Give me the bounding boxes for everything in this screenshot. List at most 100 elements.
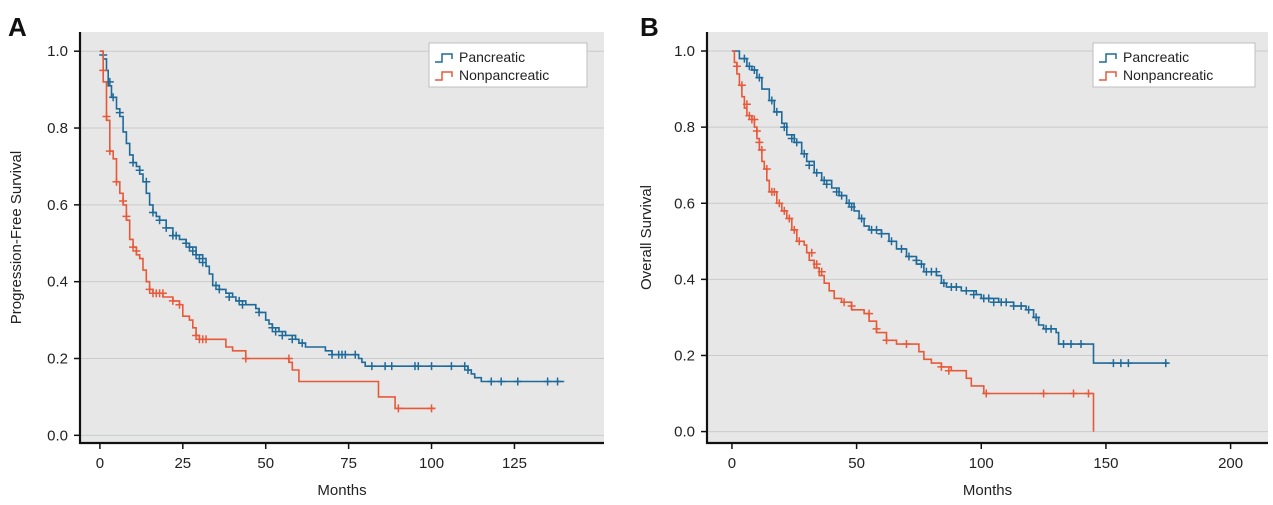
censor-mark — [812, 168, 821, 177]
censor-mark — [877, 229, 886, 238]
censor-mark — [865, 309, 874, 318]
panel-a: 0.0 0.2 0.4 0.6 0.8 1.0 0 25 50 75 100 125 Months Pro… — [8, 12, 604, 499]
censor-mark — [238, 300, 247, 309]
censor-mark — [1109, 359, 1118, 368]
censor-mark — [1059, 340, 1068, 349]
censor-mark — [288, 335, 297, 344]
censor-mark — [175, 300, 184, 309]
censor-mark — [129, 158, 138, 167]
legend-label: Pancreatic — [459, 49, 525, 65]
censor-mark — [752, 126, 761, 135]
censor-mark — [750, 115, 759, 124]
y-tick-label: 0.4 — [674, 271, 695, 288]
y-tick-label: 1.0 — [674, 43, 695, 60]
legend-swatch-pancreatic — [435, 53, 453, 63]
plot-background — [80, 32, 604, 443]
panel-b: 0.0 0.2 0.4 0.6 0.8 1.0 0 50 100 150 200 Months Over… — [638, 12, 1268, 499]
censor-mark — [982, 389, 991, 398]
censor-mark — [155, 216, 164, 225]
censor-mark — [805, 161, 814, 170]
censor-mark — [939, 279, 948, 288]
legend-swatch-nonpancreatic — [435, 71, 453, 81]
censor-mark — [142, 177, 151, 186]
x-tick-label: 100 — [969, 455, 994, 472]
censor-mark — [271, 327, 280, 336]
censor-mark — [745, 62, 754, 71]
censor-mark — [767, 96, 776, 105]
censor-mark — [822, 180, 831, 189]
censor-mark — [1047, 324, 1056, 333]
censor-mark — [148, 208, 157, 217]
legend-label: Nonpancreatic — [1123, 67, 1213, 83]
censor-mark — [770, 187, 779, 196]
censor-mark — [902, 340, 911, 349]
censor-mark — [553, 377, 562, 386]
censor-mark — [497, 377, 506, 386]
censor-mark — [937, 362, 946, 371]
censor-mark — [740, 54, 749, 63]
censor-mark — [543, 377, 552, 386]
censor-mark — [1017, 302, 1026, 310]
censor-mark — [1069, 389, 1078, 398]
censor-mark — [932, 267, 941, 276]
censor-mark — [1124, 359, 1133, 368]
censor-mark — [284, 354, 293, 363]
censor-mark — [198, 258, 207, 267]
plot-background — [707, 32, 1268, 443]
x-tick-label: 75 — [340, 455, 357, 472]
censor-mark — [847, 302, 856, 310]
censor-mark — [464, 366, 473, 375]
censor-mark — [298, 339, 307, 348]
censor-mark — [962, 286, 971, 295]
y-tick-label: 0.0 — [47, 427, 68, 444]
y-axis-title: Progression-Free Survival — [8, 151, 25, 324]
censor-mark — [487, 377, 496, 386]
legend-swatch-nonpancreatic — [1099, 71, 1117, 81]
x-axis-title: Months — [963, 482, 1012, 499]
y-tick-label: 0.6 — [674, 195, 695, 212]
censor-mark — [832, 187, 841, 196]
censor-mark — [122, 212, 131, 221]
censor-mark — [904, 252, 913, 261]
censor-mark — [969, 290, 978, 299]
censor-mark — [1084, 389, 1093, 398]
censor-mark — [857, 214, 866, 223]
censor-mark — [847, 203, 856, 212]
censor-mark — [837, 191, 846, 200]
censor-mark — [387, 362, 396, 371]
censor-mark — [840, 298, 849, 307]
censor-mark — [105, 147, 114, 156]
x-tick-label: 50 — [257, 455, 274, 472]
censor-mark — [1024, 305, 1033, 314]
panel-letter: B — [640, 12, 659, 42]
censor-mark — [447, 362, 456, 371]
x-tick-label: 25 — [174, 455, 191, 472]
censor-mark — [750, 66, 759, 75]
censor-mark — [414, 362, 423, 371]
censor-mark — [984, 294, 993, 303]
x-tick-label: 0 — [96, 455, 104, 472]
y-tick-label: 0.8 — [674, 119, 695, 136]
censor-mark — [1067, 340, 1076, 349]
censor-mark — [780, 206, 789, 215]
x-axis-title: Months — [317, 482, 366, 499]
censor-mark — [351, 350, 360, 359]
censor-mark — [215, 285, 224, 294]
censor-mark — [785, 214, 794, 223]
x-tick-label: 125 — [502, 455, 527, 472]
censor-mark — [109, 93, 118, 102]
x-tick-label: 200 — [1218, 455, 1243, 472]
censor-mark — [755, 73, 764, 82]
censor-mark — [158, 289, 167, 298]
censor-mark — [952, 282, 961, 291]
censor-mark — [394, 404, 403, 413]
legend-box — [1092, 42, 1256, 88]
censor-mark — [887, 237, 896, 246]
censor-mark — [795, 237, 804, 246]
censor-mark — [1161, 359, 1170, 368]
censor-mark — [775, 199, 784, 208]
censor-mark — [912, 256, 921, 265]
y-tick-label: 1.0 — [47, 43, 68, 60]
censor-mark — [367, 362, 376, 371]
censor-mark — [1077, 340, 1085, 349]
